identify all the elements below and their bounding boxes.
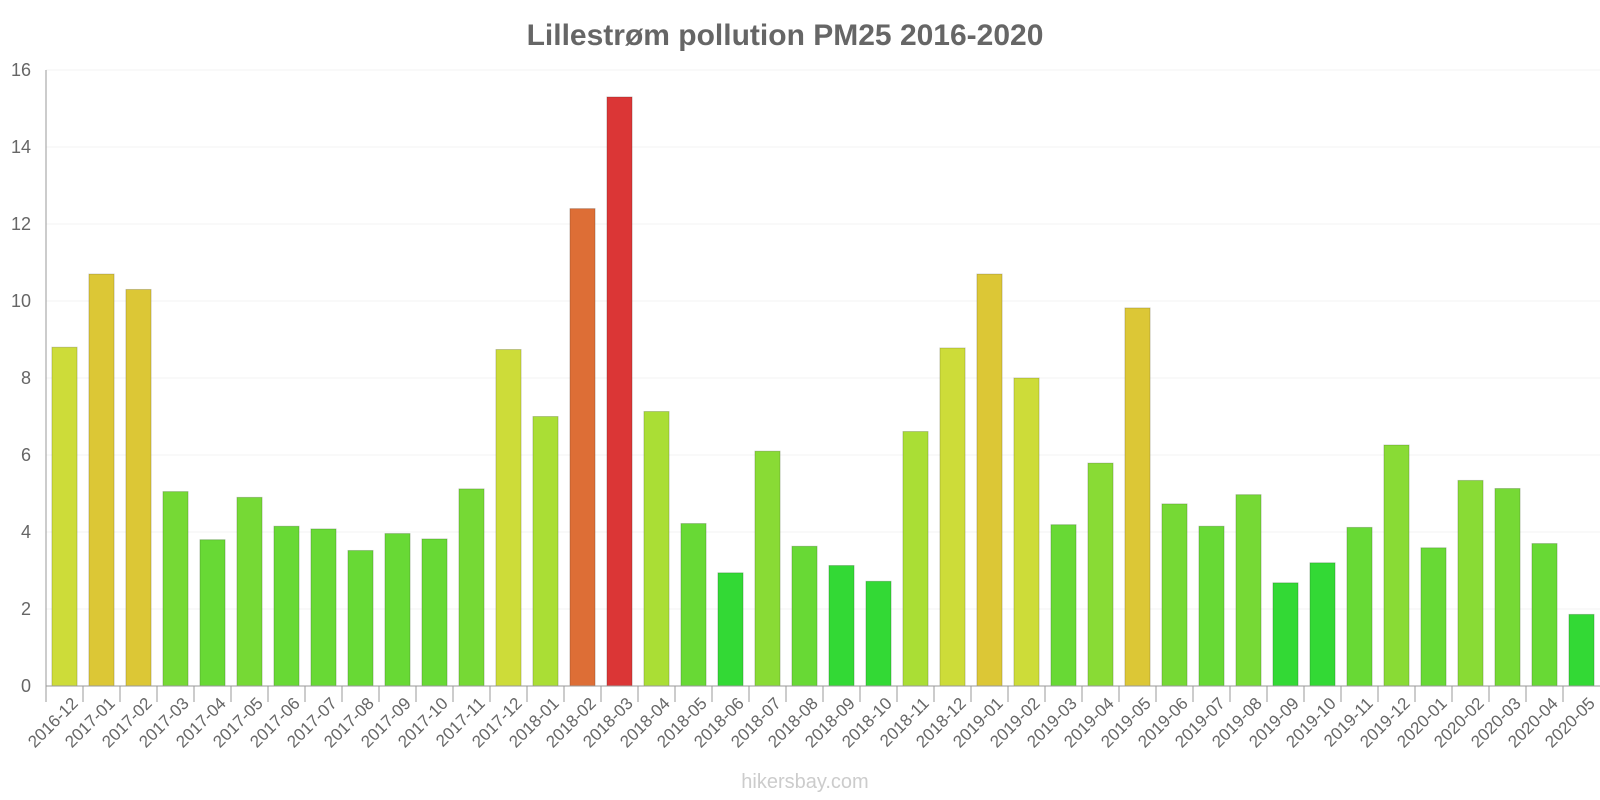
bar-2018-06 [717, 572, 744, 687]
bar-2020-05 [1568, 613, 1595, 687]
y-tick-label: 10 [11, 291, 31, 311]
bar-2017-02 [125, 288, 152, 687]
y-tick-label: 4 [21, 522, 31, 542]
bar-2019-01 [976, 273, 1003, 687]
bar-2019-10 [1309, 562, 1336, 687]
bar-2018-11 [902, 431, 929, 687]
bar-2020-01 [1420, 547, 1447, 687]
bar-2019-02 [1013, 377, 1040, 687]
bars [51, 96, 1595, 687]
bar-2017-05 [236, 496, 263, 687]
bar-2019-12 [1383, 444, 1410, 687]
y-axis-ticks: 0 2 4 6 8 10 12 14 16 [11, 60, 31, 696]
bar-2018-08 [791, 545, 818, 687]
bar-2017-08 [347, 549, 374, 687]
bar-2016-12 [51, 346, 78, 687]
x-axis-ticks: 2016-122017-012017-022017-032017-042017-… [24, 686, 1599, 751]
y-tick-label: 8 [21, 368, 31, 388]
y-tick-label: 6 [21, 445, 31, 465]
grid-lines [46, 69, 1600, 687]
bar-2018-07 [754, 450, 781, 687]
bar-2017-11 [458, 488, 485, 687]
bar-2018-02 [569, 208, 596, 687]
y-tick-label: 12 [11, 214, 31, 234]
y-tick-label: 14 [11, 137, 31, 157]
y-tick-label: 2 [21, 599, 31, 619]
bar-2018-01 [532, 416, 559, 687]
bar-2018-09 [828, 564, 855, 687]
bar-2017-10 [421, 538, 448, 687]
bar-2020-02 [1457, 479, 1484, 687]
chart-title: Lillestrøm pollution PM25 2016-2020 [527, 19, 1044, 52]
bar-2017-12 [495, 349, 522, 687]
bar-2017-04 [199, 539, 226, 687]
bar-2019-11 [1346, 526, 1373, 687]
bar-2018-04 [643, 410, 670, 687]
bar-2019-09 [1272, 582, 1299, 687]
bar-2018-03 [606, 96, 633, 687]
bar-2017-03 [162, 491, 189, 687]
bar-2017-07 [310, 528, 337, 687]
credit-text: hikersbay.com [741, 771, 868, 793]
bar-2018-10 [865, 580, 892, 687]
bar-2019-06 [1161, 503, 1188, 687]
bar-2020-03 [1494, 487, 1521, 687]
y-tick-label: 0 [21, 676, 31, 696]
bar-2018-12 [939, 347, 966, 687]
bar-2019-07 [1198, 525, 1225, 687]
bar-2017-06 [273, 525, 300, 687]
bar-2019-05 [1124, 307, 1151, 687]
bar-2017-01 [88, 273, 115, 687]
bar-2018-05 [680, 523, 707, 687]
bar-2020-04 [1531, 543, 1558, 687]
y-tick-label: 16 [11, 60, 31, 80]
bar-2017-09 [384, 533, 411, 687]
bar-2019-08 [1235, 494, 1262, 687]
bar-2019-03 [1050, 524, 1077, 687]
bar-2019-04 [1087, 462, 1114, 687]
